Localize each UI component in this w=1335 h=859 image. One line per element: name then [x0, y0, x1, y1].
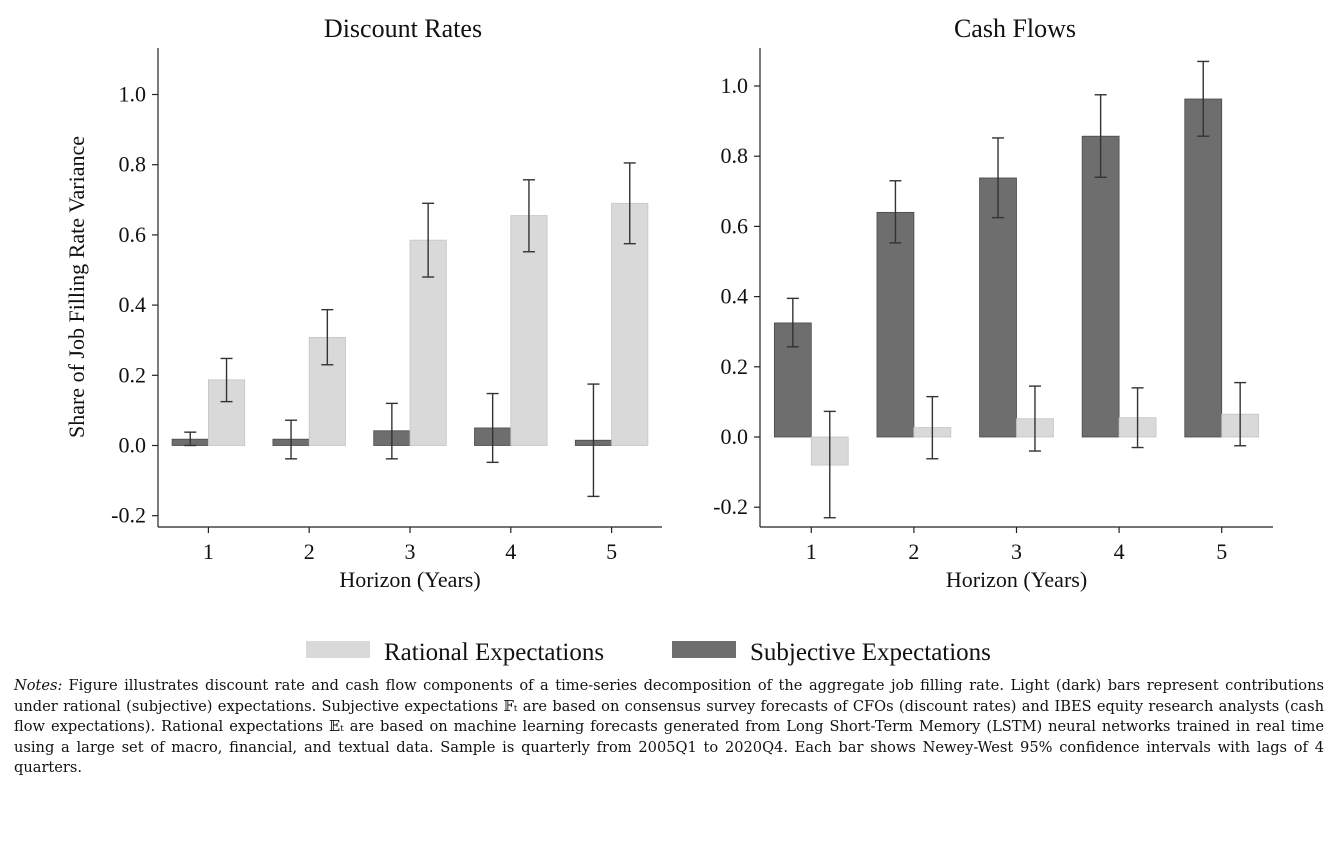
notes-text: Figure illustrates discount rate and cas… — [14, 677, 1324, 776]
y-tick-label: 0.4 — [119, 292, 147, 317]
legend-swatch-subjective — [672, 641, 736, 658]
y-tick-label: 0.8 — [721, 143, 749, 168]
y-tick-label: 0.0 — [721, 424, 749, 449]
x-tick-label: 4 — [505, 539, 516, 564]
legend-label-rational: Rational Expectations — [384, 639, 604, 666]
legend: Rational Expectations Subjective Expecta… — [306, 639, 991, 666]
y-tick-label: 1.0 — [119, 82, 147, 107]
x-axis-label: Horizon (Years) — [946, 567, 1087, 592]
x-tick-label: 3 — [405, 539, 416, 564]
bar-subjective — [1081, 135, 1120, 438]
x-tick-label: 2 — [908, 539, 919, 564]
x-tick-label: 1 — [806, 539, 817, 564]
bar-subjective — [979, 177, 1017, 438]
y-tick-label: 0.6 — [119, 222, 147, 247]
x-tick-label: 4 — [1114, 539, 1125, 564]
bar-subjective — [1184, 98, 1223, 438]
x-tick-label: 2 — [304, 539, 315, 564]
y-tick-label: -0.2 — [713, 494, 748, 519]
panel-cash-flows: Cash Flows -0.2 0.0 0.2 0.4 0.6 0.8 1.0 1 2 3 4 5 Hor… — [713, 14, 1273, 592]
x-tick-label: 3 — [1011, 539, 1022, 564]
y-tick-label: -0.2 — [111, 503, 146, 528]
y-axis-label: Share of Job Filling Rate Variance — [64, 136, 89, 438]
y-tick-label: 0.2 — [721, 354, 749, 379]
x-tick-label: 5 — [1216, 539, 1227, 564]
y-tick-label: 1.0 — [721, 73, 749, 98]
x-tick-label: 1 — [203, 539, 214, 564]
y-tick-label: 0.4 — [721, 284, 749, 309]
bar-subjective — [876, 211, 915, 438]
y-tick-label: 0.2 — [119, 362, 147, 387]
y-tick-label: 0.0 — [119, 433, 147, 458]
x-axis-label: Horizon (Years) — [339, 567, 480, 592]
bar-rational — [510, 215, 548, 446]
notes-lead: Notes: — [14, 677, 63, 694]
y-tick-label: 0.6 — [721, 213, 749, 238]
panel-title: Discount Rates — [324, 14, 482, 43]
figure: Discount Rates -0.2 0.0 0.2 0.4 0.6 0.8 1.0 1 2 3 4… — [64, 14, 1273, 666]
legend-swatch-rational — [306, 641, 370, 658]
bar-rational — [611, 202, 649, 446]
x-tick-label: 5 — [606, 539, 617, 564]
y-tick-label: 0.8 — [119, 152, 147, 177]
panel-discount-rates: Discount Rates -0.2 0.0 0.2 0.4 0.6 0.8 1.0 1 2 3 4… — [64, 14, 662, 592]
legend-label-subjective: Subjective Expectations — [750, 639, 991, 666]
panel-title: Cash Flows — [954, 14, 1076, 43]
figure-notes: Notes: Figure illustrates discount rate a… — [14, 676, 1324, 779]
